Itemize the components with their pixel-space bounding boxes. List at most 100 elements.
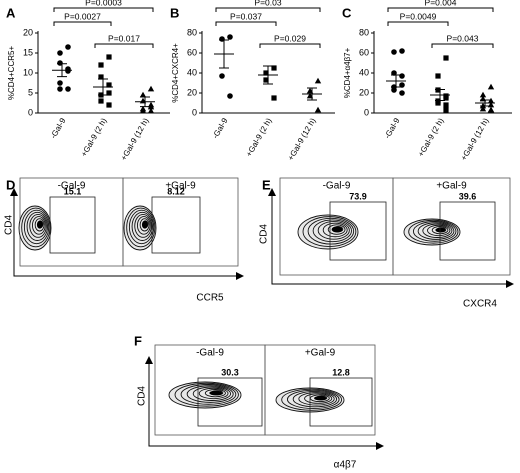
density-core bbox=[209, 390, 223, 396]
significance-bracket bbox=[94, 43, 154, 48]
x-tick-label: +Gal-9 (2 h) bbox=[244, 116, 273, 158]
density-contour bbox=[139, 218, 150, 232]
data-point bbox=[479, 91, 487, 98]
data-point bbox=[443, 95, 449, 101]
y-tick-label: 40 bbox=[187, 67, 197, 77]
data-point bbox=[147, 85, 155, 92]
error-bar bbox=[98, 78, 108, 96]
data-point bbox=[435, 100, 441, 106]
density-contour bbox=[186, 385, 234, 403]
data-point bbox=[65, 44, 71, 50]
p-value: P=0.0003 bbox=[85, 0, 122, 7]
density-contour bbox=[180, 384, 237, 405]
gate-percentage: 39.6 bbox=[459, 191, 477, 201]
gate bbox=[309, 377, 373, 427]
gate bbox=[329, 201, 387, 261]
x-tick-label: +Gal-9 (2 h) bbox=[79, 116, 108, 158]
condition-label: +Gal-9 bbox=[436, 181, 467, 192]
data-point bbox=[57, 86, 63, 92]
data-point bbox=[487, 106, 495, 113]
density-contour bbox=[422, 223, 453, 238]
x-tick-label: -Gal-9 bbox=[211, 116, 230, 140]
density-contour bbox=[312, 219, 352, 243]
data-point bbox=[147, 103, 155, 110]
axis-arrow bbox=[148, 358, 382, 447]
significance-bracket bbox=[387, 21, 449, 26]
panel-letter: A bbox=[6, 5, 16, 20]
density-contour bbox=[131, 211, 153, 241]
gate bbox=[439, 201, 496, 261]
gate-percentage: 30.3 bbox=[221, 367, 239, 377]
density-core bbox=[314, 396, 327, 401]
p-value: P=0.037 bbox=[230, 11, 262, 21]
p-value: P=0.029 bbox=[274, 33, 306, 43]
arrow-head bbox=[268, 188, 276, 196]
arrow-head bbox=[10, 188, 18, 196]
gate bbox=[151, 196, 201, 254]
x-tick-label: +Gal-9 (12 h) bbox=[119, 116, 151, 162]
plot-frame bbox=[264, 344, 376, 436]
data-point bbox=[57, 80, 63, 86]
data-point bbox=[139, 91, 147, 98]
density-contour bbox=[427, 224, 451, 237]
data-point bbox=[98, 74, 104, 80]
y-tick-label: 80 bbox=[359, 27, 369, 37]
significance-bracket bbox=[259, 43, 321, 48]
data-point bbox=[65, 68, 71, 74]
data-point bbox=[391, 70, 397, 76]
data-point bbox=[57, 60, 63, 66]
condition-label: -Gal-9 bbox=[196, 348, 224, 359]
data-point bbox=[98, 98, 104, 104]
y-tick-label: 20 bbox=[187, 87, 197, 97]
panel-letter: C bbox=[342, 5, 352, 20]
data-point bbox=[106, 90, 112, 96]
data-point bbox=[106, 82, 112, 88]
condition-label: +Gal-9 bbox=[165, 181, 196, 192]
p-value: P=0.017 bbox=[108, 33, 140, 43]
data-point bbox=[443, 107, 449, 113]
density-contour bbox=[23, 209, 50, 245]
data-point bbox=[219, 73, 225, 79]
data-point bbox=[443, 102, 449, 108]
density-contour bbox=[29, 213, 47, 238]
arrow-head bbox=[236, 272, 244, 280]
error-bar bbox=[435, 89, 445, 101]
data-point bbox=[399, 48, 405, 54]
y-tick-label: 60 bbox=[187, 47, 197, 57]
y-axis-label: %CD4+CXCR4+ bbox=[171, 43, 180, 103]
density-contour bbox=[128, 209, 155, 245]
error-bar bbox=[391, 74, 401, 88]
error-bar bbox=[307, 87, 317, 101]
data-point bbox=[391, 49, 397, 55]
density-contour bbox=[192, 386, 232, 401]
data-point bbox=[435, 73, 441, 79]
density-contour bbox=[26, 211, 48, 241]
error-bar bbox=[263, 65, 273, 85]
y-axis-label: CD4 bbox=[259, 224, 270, 244]
density-contour bbox=[327, 224, 346, 235]
data-point bbox=[147, 107, 155, 114]
y-tick-label: 0 bbox=[192, 107, 197, 117]
condition-label: +Gal-9 bbox=[305, 348, 336, 359]
axis-arrow bbox=[271, 190, 512, 285]
data-point bbox=[263, 77, 269, 83]
data-point bbox=[227, 93, 233, 99]
density-contour bbox=[317, 221, 350, 240]
density-contour bbox=[298, 392, 335, 406]
data-point bbox=[479, 105, 487, 112]
data-point bbox=[98, 62, 104, 68]
significance-bracket bbox=[431, 43, 494, 48]
data-point bbox=[487, 97, 495, 104]
y-axis-label: %CD4+α4β7+ bbox=[343, 47, 352, 98]
density-contour bbox=[304, 393, 333, 404]
data-point bbox=[263, 70, 269, 76]
data-point bbox=[314, 77, 322, 84]
y-tick-label: 15 bbox=[23, 47, 33, 57]
gate-percentage: 73.9 bbox=[349, 191, 367, 201]
p-value: P=0.03 bbox=[254, 0, 281, 7]
p-value: P=0.004 bbox=[425, 0, 457, 7]
x-tick-label: +Gal-9 (12 h) bbox=[459, 116, 491, 162]
plot-frame bbox=[122, 177, 239, 267]
y-axis-label: CD4 bbox=[4, 215, 15, 235]
